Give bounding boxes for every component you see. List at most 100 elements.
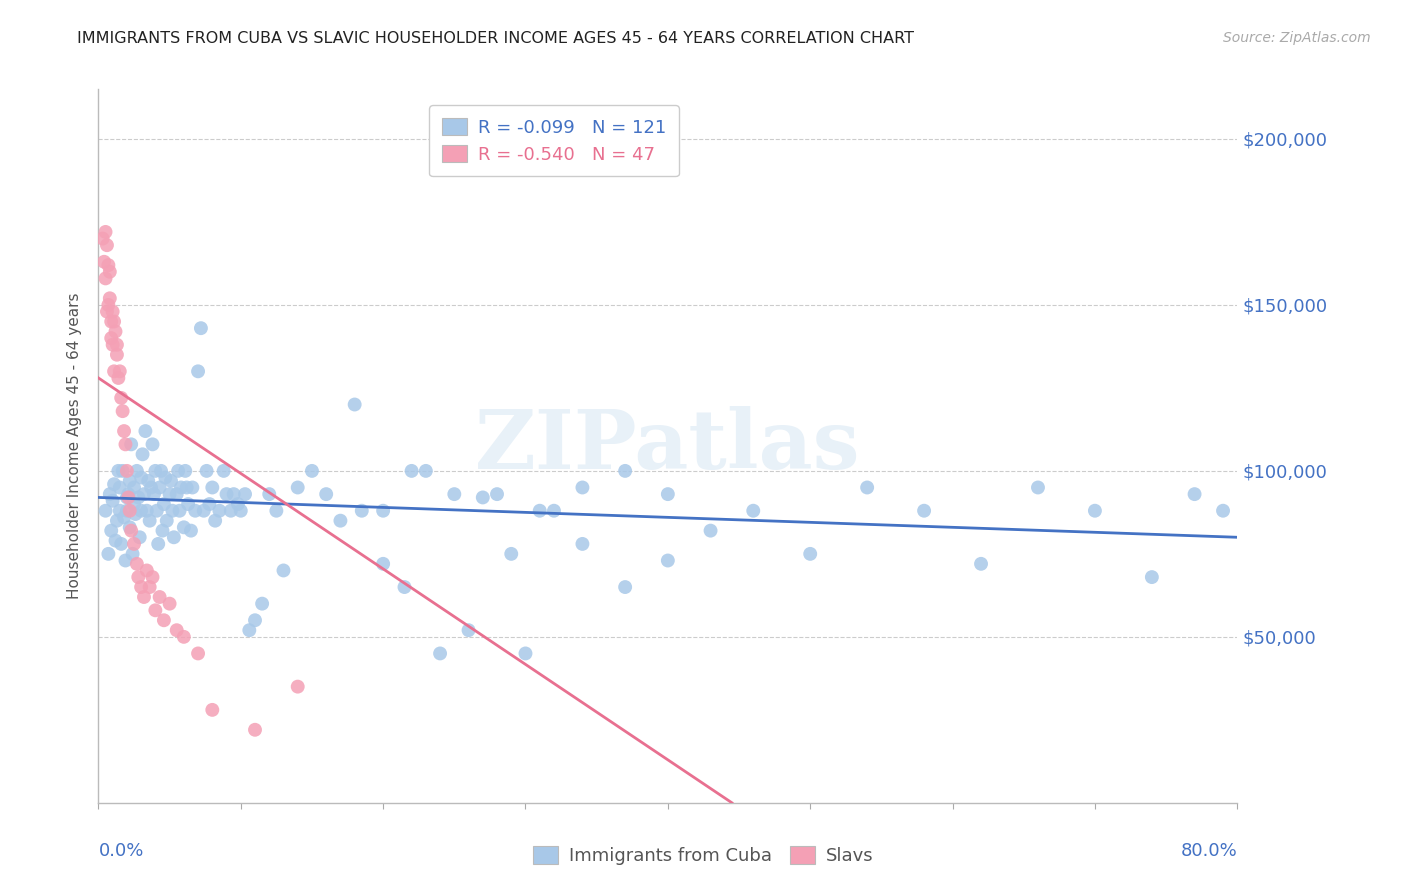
Point <box>129 580 152 594</box>
Point <box>1084 504 1107 518</box>
Point <box>212 464 235 478</box>
Point <box>127 570 149 584</box>
Point <box>129 504 152 518</box>
Text: 80.0%: 80.0% <box>1181 842 1237 860</box>
Point <box>141 570 163 584</box>
Point <box>259 487 281 501</box>
Point <box>155 470 177 484</box>
Point <box>108 364 131 378</box>
Point <box>117 491 139 505</box>
Point <box>457 624 479 638</box>
Legend: Immigrants from Cuba, Slavs: Immigrants from Cuba, Slavs <box>526 839 880 872</box>
Point <box>107 464 129 478</box>
Point <box>98 265 121 279</box>
Point <box>101 338 124 352</box>
Point <box>105 338 128 352</box>
Point <box>131 447 153 461</box>
Point <box>103 314 125 328</box>
Point <box>139 481 162 495</box>
Point <box>145 603 167 617</box>
Point <box>970 557 993 571</box>
Point <box>129 470 152 484</box>
Point <box>112 424 135 438</box>
Point <box>238 624 260 638</box>
Point <box>149 481 172 495</box>
Point <box>127 491 149 505</box>
Point <box>856 481 879 495</box>
Text: ZIPatlas: ZIPatlas <box>475 406 860 486</box>
Point <box>515 647 537 661</box>
Point <box>145 464 167 478</box>
Point <box>121 547 143 561</box>
Point <box>501 547 523 561</box>
Point <box>117 487 139 501</box>
Point <box>215 487 238 501</box>
Point <box>125 464 148 478</box>
Point <box>1212 504 1234 518</box>
Point <box>97 547 120 561</box>
Point <box>219 504 242 518</box>
Point <box>401 464 423 478</box>
Point <box>122 481 145 495</box>
Point <box>107 371 129 385</box>
Point <box>190 321 212 335</box>
Point <box>201 703 224 717</box>
Point <box>343 397 366 411</box>
Point <box>699 524 721 538</box>
Point <box>429 647 451 661</box>
Point <box>124 507 146 521</box>
Point <box>112 510 135 524</box>
Point <box>1026 481 1049 495</box>
Point <box>170 481 193 495</box>
Point <box>135 504 157 518</box>
Point <box>149 590 172 604</box>
Point <box>115 504 138 518</box>
Point <box>111 404 134 418</box>
Point <box>198 497 221 511</box>
Point <box>373 557 395 571</box>
Point <box>184 504 207 518</box>
Point <box>543 504 565 518</box>
Point <box>98 291 121 305</box>
Point <box>571 537 593 551</box>
Point <box>118 504 141 518</box>
Text: Source: ZipAtlas.com: Source: ZipAtlas.com <box>1223 31 1371 45</box>
Point <box>169 504 191 518</box>
Point <box>226 497 249 511</box>
Point <box>177 497 200 511</box>
Point <box>159 487 181 501</box>
Point <box>105 348 128 362</box>
Point <box>98 487 121 501</box>
Point <box>173 520 195 534</box>
Point <box>301 464 323 478</box>
Point <box>142 487 165 501</box>
Point <box>94 504 117 518</box>
Point <box>100 314 122 328</box>
Point <box>153 497 176 511</box>
Point <box>571 481 593 495</box>
Point <box>146 504 169 518</box>
Point <box>91 231 114 245</box>
Point <box>120 524 142 538</box>
Point <box>132 590 155 604</box>
Point <box>266 504 288 518</box>
Point <box>160 474 183 488</box>
Point <box>103 364 125 378</box>
Point <box>273 564 295 578</box>
Text: 0.0%: 0.0% <box>98 842 143 860</box>
Point <box>180 524 202 538</box>
Point <box>136 474 159 488</box>
Point <box>114 437 136 451</box>
Point <box>103 477 125 491</box>
Point <box>529 504 551 518</box>
Point <box>181 481 204 495</box>
Point <box>329 514 352 528</box>
Point <box>229 504 252 518</box>
Point <box>101 304 124 318</box>
Point <box>193 504 215 518</box>
Point <box>134 424 156 438</box>
Point <box>135 564 157 578</box>
Point <box>173 630 195 644</box>
Point <box>742 504 765 518</box>
Point <box>243 723 266 737</box>
